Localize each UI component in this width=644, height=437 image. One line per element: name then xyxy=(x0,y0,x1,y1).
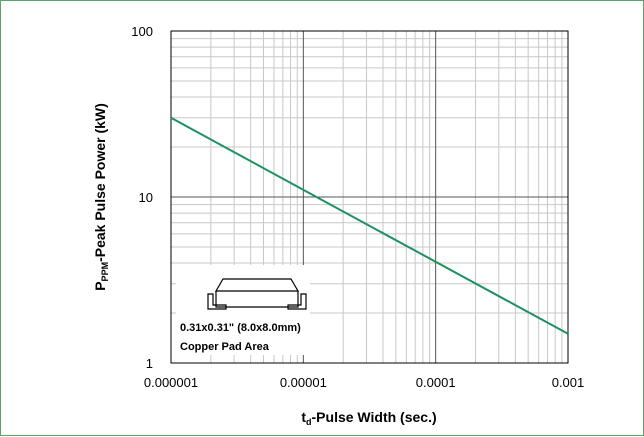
x-tick-labels: 0.000001 0.00001 0.0001 0.001 xyxy=(144,375,584,390)
plot-border xyxy=(170,30,569,364)
y-axis-title: PPPM-Peak Pulse Power (kW) xyxy=(92,103,110,291)
y-axis-title-sub: PPM xyxy=(100,262,110,282)
copper-pad-inset: 0.31x0.31" (8.0x8.0mm) Copper Pad Area xyxy=(176,265,310,355)
y-tick-label: 10 xyxy=(139,190,153,205)
x-axis-title: td-Pulse Width (sec.) xyxy=(301,409,436,427)
y-tick-label: 100 xyxy=(131,24,153,39)
x-tick-label: 0.000001 xyxy=(144,375,198,390)
x-tick-label: 0.0001 xyxy=(416,375,456,390)
y-tick-label: 1 xyxy=(146,356,153,371)
y-axis-title-rest: -Peak Pulse Power (kW) xyxy=(92,103,108,262)
grid-lines xyxy=(171,31,568,363)
x-axis-title-rest: -Pulse Width (sec.) xyxy=(312,409,437,425)
inset-line-1: 0.31x0.31" (8.0x8.0mm) xyxy=(180,322,301,334)
inset-background xyxy=(176,265,310,355)
y-tick-labels: 1 10 100 xyxy=(131,24,153,371)
package-icon xyxy=(207,278,307,310)
series-line xyxy=(170,116,569,335)
x-axis-title-sub: d xyxy=(306,417,312,427)
x-tick-label: 0.00001 xyxy=(280,375,327,390)
y-axis-title-main: P xyxy=(92,281,108,290)
x-tick-label: 0.001 xyxy=(552,375,585,390)
x-axis-title-main: t xyxy=(301,409,306,425)
series-group xyxy=(170,116,569,335)
inset-line-2: Copper Pad Area xyxy=(180,341,270,353)
